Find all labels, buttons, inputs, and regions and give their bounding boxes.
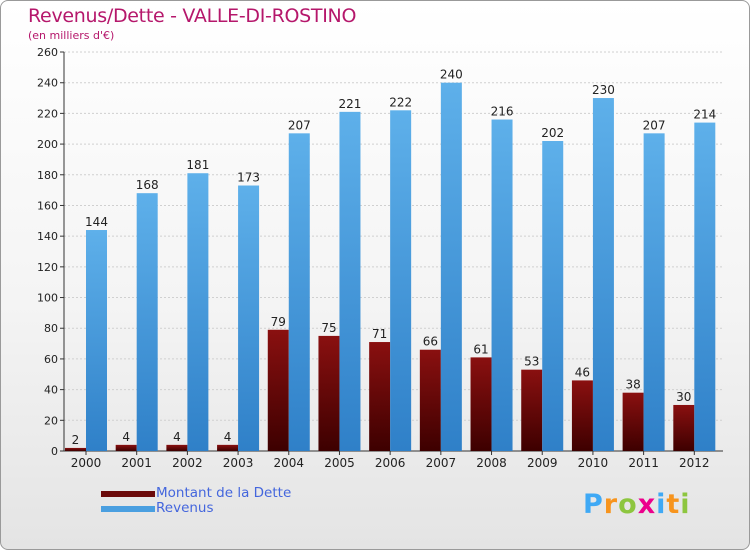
data-label-revenus: 230 — [592, 83, 615, 97]
chart-title: Revenus/Dette - VALLE-DI-ROSTINO — [28, 5, 357, 27]
logo-letter: r — [603, 489, 619, 520]
data-label-dette: 2 — [72, 433, 80, 447]
data-label-revenus: 144 — [85, 215, 108, 229]
x-tick-label: 2007 — [426, 456, 457, 470]
logo-letter: i — [656, 489, 667, 520]
bar-revenus — [86, 230, 107, 451]
y-tick-label: 240 — [37, 77, 58, 90]
logo-letter: t — [666, 489, 681, 520]
x-tick-label: 2005 — [324, 456, 355, 470]
y-tick-label: 200 — [37, 138, 58, 151]
bar-revenus — [390, 110, 412, 452]
data-label-revenus: 207 — [288, 118, 311, 132]
bar-revenus — [339, 111, 361, 451]
bar-dette — [217, 444, 239, 451]
data-label-dette: 4 — [173, 430, 181, 444]
bar-revenus — [592, 98, 614, 452]
bar-revenus — [288, 133, 310, 452]
data-label-dette: 4 — [122, 430, 130, 444]
bar-dette — [571, 380, 593, 451]
data-label-revenus: 221 — [339, 97, 362, 111]
x-tick-label: 2012 — [679, 456, 710, 470]
legend-label-dette: Montant de la Dette — [156, 485, 292, 501]
y-tick-label: 100 — [37, 292, 58, 305]
x-tick-label: 2002 — [172, 456, 203, 470]
data-label-dette: 30 — [676, 390, 691, 404]
proxiti-logo: Proxiti — [583, 489, 691, 520]
x-tick-label: 2011 — [628, 456, 659, 470]
bar-revenus — [440, 82, 462, 451]
legend-swatch-dette — [101, 491, 155, 497]
x-tick-label: 2000 — [71, 456, 102, 470]
y-tick-label: 220 — [37, 107, 58, 120]
bar-revenus — [187, 173, 209, 451]
y-tick-label: 260 — [37, 46, 58, 59]
bar-revenus — [643, 133, 665, 452]
chart-subtitle: (en milliers d'€) — [28, 29, 115, 42]
bar-dette — [673, 404, 695, 451]
data-label-revenus: 216 — [491, 105, 514, 119]
bar-dette — [115, 444, 137, 451]
data-label-revenus: 222 — [389, 95, 412, 109]
bar-dette — [318, 335, 340, 451]
bar-dette — [419, 349, 441, 451]
legend-swatch-revenus — [101, 506, 155, 512]
bar-dette — [622, 392, 644, 451]
x-tick-label: 2004 — [273, 456, 304, 470]
y-tick-label: 60 — [44, 353, 58, 366]
logo-letter: o — [618, 489, 638, 520]
bar-dette — [470, 357, 492, 451]
legend-label-revenus: Revenus — [156, 500, 214, 516]
data-label-dette: 75 — [321, 321, 336, 335]
data-label-dette: 61 — [473, 342, 488, 356]
y-tick-label: 40 — [44, 384, 58, 397]
y-tick-label: 120 — [37, 261, 58, 274]
data-label-revenus: 207 — [643, 118, 666, 132]
bar-dette — [166, 444, 188, 451]
bar-revenus — [694, 122, 716, 451]
data-label-dette: 53 — [524, 355, 539, 369]
data-label-dette: 4 — [224, 430, 232, 444]
x-tick-label: 2003 — [223, 456, 254, 470]
data-label-revenus: 168 — [136, 178, 159, 192]
bar-dette — [65, 447, 86, 451]
bar-revenus — [136, 193, 158, 451]
bar-dette — [267, 329, 289, 451]
data-label-revenus: 181 — [186, 158, 209, 172]
logo-letter: P — [583, 489, 604, 520]
y-tick-label: 80 — [44, 322, 58, 335]
y-tick-label: 160 — [37, 199, 58, 212]
bar-revenus — [491, 119, 513, 452]
x-tick-label: 2008 — [476, 456, 507, 470]
data-label-dette: 66 — [423, 335, 438, 349]
bar-dette — [521, 369, 543, 451]
x-tick-label: 2009 — [527, 456, 558, 470]
bar-dette — [369, 342, 391, 451]
y-tick-label: 20 — [44, 414, 58, 427]
y-tick-label: 180 — [37, 169, 58, 182]
logo-letter: x — [637, 489, 657, 520]
x-tick-label: 2006 — [375, 456, 406, 470]
bar-revenus — [542, 141, 564, 451]
logo-letter: i — [680, 489, 691, 520]
data-label-dette: 79 — [271, 315, 286, 329]
data-label-dette: 46 — [575, 365, 590, 379]
x-tick-label: 2010 — [578, 456, 609, 470]
data-label-revenus: 214 — [693, 108, 716, 122]
y-tick-label: 0 — [51, 445, 58, 458]
data-label-revenus: 173 — [237, 171, 260, 185]
data-label-dette: 71 — [372, 327, 387, 341]
bar-revenus — [238, 185, 260, 451]
data-label-dette: 38 — [625, 378, 640, 392]
data-label-revenus: 202 — [541, 126, 564, 140]
data-label-revenus: 240 — [440, 68, 463, 82]
y-tick-label: 140 — [37, 230, 58, 243]
x-tick-label: 2001 — [121, 456, 152, 470]
